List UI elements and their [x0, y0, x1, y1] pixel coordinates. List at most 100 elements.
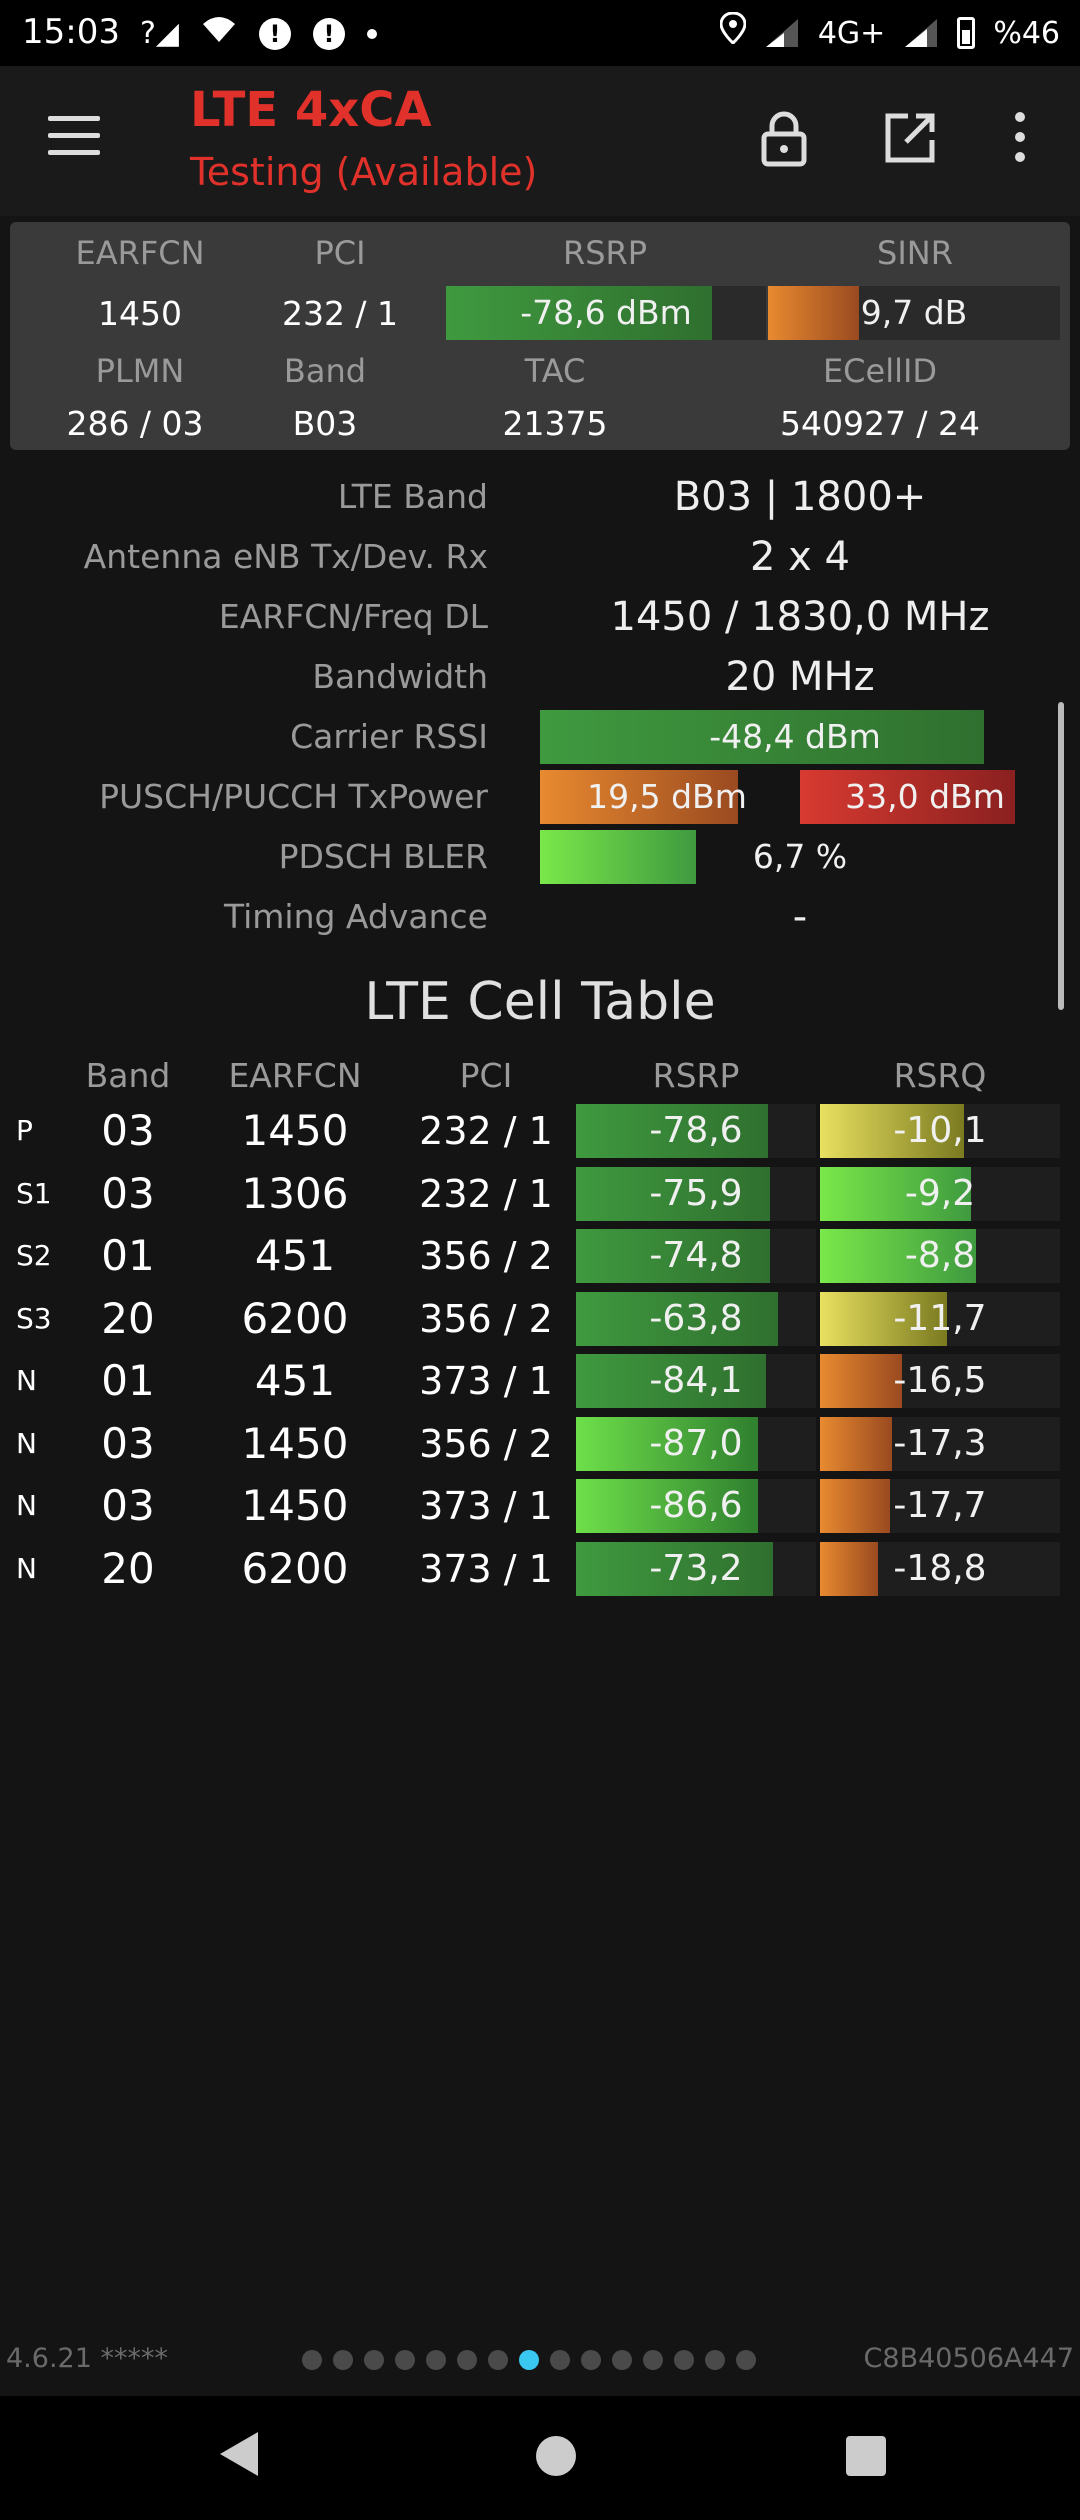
detail-label: EARFCN/Freq DL — [218, 597, 488, 636]
label-rsrp: RSRP — [562, 234, 648, 272]
detail-label: Timing Advance — [223, 897, 488, 936]
detail-label: Antenna eNB Tx/Dev. Rx — [83, 537, 488, 576]
table-row: S1 03 1306 232 / 1 -75,9 -9,2 — [0, 1163, 1080, 1225]
app-subtitle: Testing (Available) — [190, 150, 538, 194]
carrier-rssi-value: -48,4 dBm — [709, 717, 881, 756]
pucch-txpower-value: 33,0 dBm — [845, 777, 1005, 816]
scrollbar[interactable] — [1058, 702, 1064, 1010]
label-earfcn: EARFCN — [75, 234, 205, 272]
cell-rsrq-bar: -10,1 — [820, 1104, 1060, 1158]
table-header-band: Band — [85, 1056, 171, 1095]
table-header-pci: PCI — [459, 1056, 513, 1095]
table-row: S3 20 6200 356 / 2 -63,8 -11,7 — [0, 1288, 1080, 1350]
battery-icon — [957, 17, 976, 49]
table-row: P 03 1450 232 / 1 -78,6 -10,1 — [0, 1100, 1080, 1162]
cell-rsrp-value: -87,0 — [649, 1422, 743, 1464]
page-dot[interactable] — [426, 2350, 446, 2370]
cell-rsrq-value: -8,8 — [904, 1235, 976, 1276]
cell-rsrp-bar: -78,6 — [576, 1104, 816, 1158]
cell-rsrq-value: -10,1 — [893, 1110, 987, 1151]
ecellid-value: 540927 / 24 — [779, 404, 981, 443]
cell-band: 20 — [101, 1293, 155, 1343]
signal-question-icon: ?◢ — [140, 16, 179, 51]
cell-rsrp-value: -63,8 — [649, 1297, 743, 1339]
page-dot[interactable] — [674, 2350, 694, 2370]
cell-rsrp-bar: -63,8 — [576, 1291, 816, 1346]
carrier-rssi-bar: -48,4 dBm — [540, 710, 1050, 764]
cell-rsrq-bar: -8,8 — [820, 1229, 1060, 1283]
tac-value: 21375 — [502, 404, 608, 443]
page-indicator[interactable] — [302, 2350, 756, 2370]
detail-carrier-rssi: Carrier RSSI -48,4 dBm — [0, 708, 1080, 766]
page-dot[interactable] — [457, 2350, 477, 2370]
cell-pci: 356 / 2 — [419, 1234, 553, 1278]
plmn-value: 286 / 03 — [66, 404, 204, 443]
cell-earfcn: 6200 — [241, 1543, 349, 1593]
cell-type: S1 — [16, 1176, 52, 1210]
back-icon[interactable] — [220, 2432, 258, 2476]
label-ecellid: ECellID — [822, 352, 938, 390]
page-dot[interactable] — [333, 2350, 353, 2370]
detail-value: 1450 / 1830,0 MHz — [610, 594, 990, 640]
pusch-txpower-value: 19,5 dBm — [587, 777, 747, 816]
cell-earfcn: 451 — [254, 1356, 336, 1405]
page-dot[interactable] — [488, 2350, 508, 2370]
cell-table-title: LTE Cell Table — [364, 972, 716, 1032]
dot-icon — [367, 29, 377, 39]
page-dot[interactable] — [364, 2350, 384, 2370]
cell-earfcn: 451 — [254, 1231, 336, 1280]
page-dot[interactable] — [736, 2350, 756, 2370]
cell-rsrp-bar: -87,0 — [576, 1416, 816, 1471]
pusch-txpower-bar: 19,5 dBm — [540, 770, 794, 824]
page-dot[interactable] — [302, 2350, 322, 2370]
menu-icon[interactable] — [48, 116, 100, 156]
open-external-icon[interactable] — [878, 106, 942, 170]
cell-rsrp-value: -78,6 — [649, 1110, 743, 1151]
cell-pci: 356 / 2 — [419, 1296, 553, 1341]
device-id: C8B40506A447 — [863, 2343, 1074, 2374]
detail-txpower: PUSCH/PUCCH TxPower 19,5 dBm 33,0 dBm — [0, 768, 1080, 826]
navigation-bar — [0, 2396, 1080, 2520]
cell-rsrp-value: -75,9 — [649, 1172, 743, 1214]
cell-pci: 356 / 2 — [419, 1421, 553, 1466]
page-dot[interactable] — [550, 2350, 570, 2370]
cell-rsrq-bar: -16,5 — [820, 1354, 1060, 1408]
cell-rsrp-value: -84,1 — [649, 1360, 743, 1401]
cell-rsrq-bar: -17,3 — [820, 1416, 1060, 1471]
status-time: 15:03 — [22, 12, 120, 52]
detail-pdsch-bler: PDSCH BLER 6,7 % — [0, 828, 1080, 886]
page-dot[interactable] — [612, 2350, 632, 2370]
cell-pci: 373 / 1 — [419, 1359, 553, 1403]
page-dot[interactable] — [519, 2350, 539, 2370]
cell-rsrp-bar: -86,6 — [576, 1479, 816, 1533]
detail-label: PDSCH BLER — [278, 837, 488, 876]
pdsch-bler-value: 6,7 % — [752, 837, 848, 876]
signal-icon — [903, 17, 939, 49]
detail-antenna: Antenna eNB Tx/Dev. Rx 2 x 4 — [0, 528, 1080, 586]
app-toolbar: LTE 4xCA Testing (Available) — [0, 66, 1080, 216]
more-vert-icon[interactable] — [1000, 106, 1040, 170]
cell-earfcn: 1450 — [241, 1481, 349, 1530]
detail-value: - — [792, 894, 808, 940]
home-icon[interactable] — [536, 2436, 576, 2476]
sinr-bar: 9,7 dB — [768, 286, 1060, 340]
detail-lte-band: LTE Band B03 | 1800+ — [0, 468, 1080, 526]
cell-rsrp-value: -73,2 — [649, 1547, 743, 1589]
page-dot[interactable] — [705, 2350, 725, 2370]
lock-icon[interactable] — [752, 106, 816, 170]
detail-label: LTE Band — [337, 477, 488, 516]
page-dot[interactable] — [581, 2350, 601, 2370]
cell-rsrp-value: -74,8 — [649, 1235, 743, 1276]
page-dot[interactable] — [395, 2350, 415, 2370]
cell-earfcn: 1306 — [241, 1168, 349, 1218]
page-dot[interactable] — [643, 2350, 663, 2370]
cell-rsrq-value: -17,7 — [893, 1485, 987, 1526]
cell-band: 01 — [101, 1231, 155, 1280]
cell-rsrq-bar: -9,2 — [820, 1166, 1060, 1221]
detail-label: Bandwidth — [312, 657, 488, 696]
cell-pci: 232 / 1 — [419, 1109, 553, 1153]
detail-label: Carrier RSSI — [290, 717, 488, 756]
rsrp-value: -78,6 dBm — [520, 293, 692, 332]
recents-icon[interactable] — [846, 2436, 886, 2476]
location-icon — [719, 11, 747, 54]
